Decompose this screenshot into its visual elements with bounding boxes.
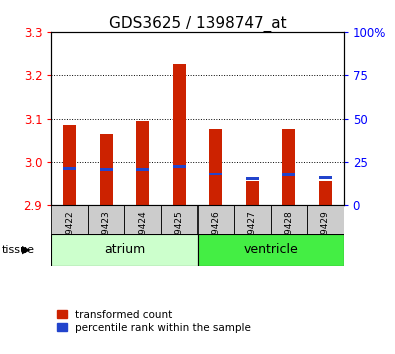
Bar: [124, 205, 161, 266]
Bar: [282, 173, 295, 176]
Text: atrium: atrium: [104, 243, 145, 256]
Bar: [100, 134, 113, 205]
Text: GSM119422: GSM119422: [65, 210, 74, 265]
Bar: [88, 205, 124, 266]
Bar: [319, 176, 332, 179]
Text: GSM119423: GSM119423: [102, 210, 111, 265]
Title: GDS3625 / 1398747_at: GDS3625 / 1398747_at: [109, 16, 286, 32]
Bar: [234, 205, 271, 266]
Bar: [246, 177, 259, 180]
Bar: [63, 125, 76, 205]
Bar: [198, 205, 234, 266]
Text: GSM119425: GSM119425: [175, 210, 184, 265]
Bar: [209, 173, 222, 175]
Bar: [51, 234, 198, 266]
Text: GSM119429: GSM119429: [321, 210, 330, 265]
Text: GSM119427: GSM119427: [248, 210, 257, 265]
Bar: [209, 130, 222, 205]
Bar: [100, 168, 113, 171]
Bar: [161, 205, 198, 266]
Bar: [319, 182, 332, 205]
Bar: [136, 169, 149, 171]
Legend: transformed count, percentile rank within the sample: transformed count, percentile rank withi…: [56, 310, 251, 333]
Bar: [51, 205, 88, 266]
Bar: [63, 167, 76, 170]
Bar: [136, 121, 149, 205]
Text: GSM119426: GSM119426: [211, 210, 220, 265]
Text: GSM119424: GSM119424: [138, 210, 147, 265]
Bar: [307, 205, 344, 266]
Bar: [198, 234, 344, 266]
Bar: [173, 64, 186, 205]
Text: GSM119428: GSM119428: [284, 210, 293, 265]
Bar: [271, 205, 307, 266]
Bar: [173, 165, 186, 167]
Text: ventricle: ventricle: [243, 243, 298, 256]
Text: tissue: tissue: [2, 245, 35, 255]
Text: ▶: ▶: [22, 245, 30, 255]
Bar: [246, 182, 259, 205]
Bar: [282, 130, 295, 205]
